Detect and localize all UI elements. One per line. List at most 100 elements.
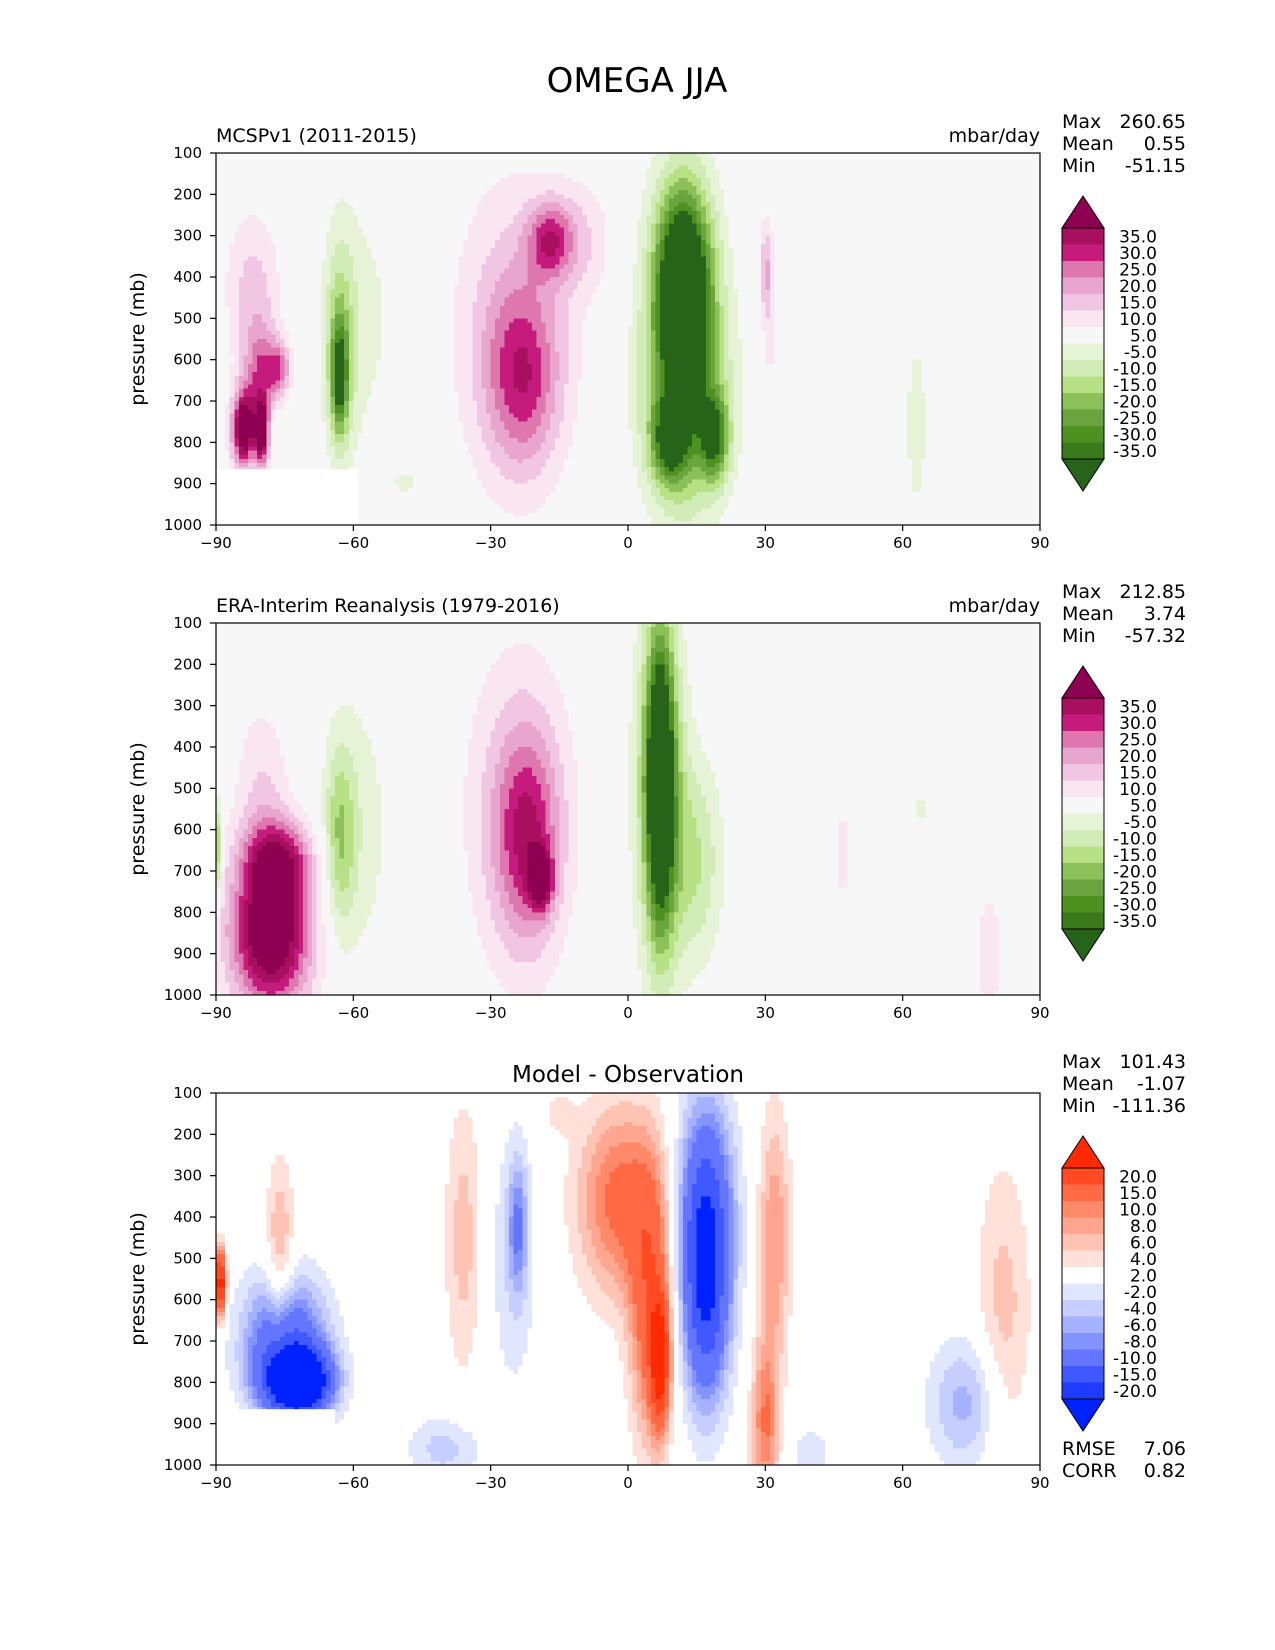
contour-cell: [376, 372, 455, 377]
contour-cell: [302, 804, 322, 810]
contour-cell: [335, 713, 359, 719]
contour-cell: [348, 330, 354, 336]
contour-cell: [518, 210, 533, 216]
contour-cell: [284, 367, 290, 373]
contour-cell: [362, 846, 382, 851]
contour-cell: [660, 359, 666, 365]
contour-cell: [655, 252, 661, 257]
contour-cell: [577, 771, 629, 777]
contour-cell: [270, 413, 277, 419]
contour-cell: [541, 359, 551, 365]
contour-cell: [664, 467, 670, 472]
contour-cell: [660, 248, 666, 253]
contour-cell: [348, 788, 359, 794]
contour-cell: [628, 367, 638, 373]
contour-cell: [655, 190, 661, 195]
contour-cell: [705, 165, 716, 171]
contour-cell: [673, 689, 679, 694]
contour-cell: [637, 697, 643, 703]
contour-cell: [714, 206, 725, 212]
contour-cell: [504, 227, 524, 233]
contour-cell: [650, 643, 657, 649]
contour-cell: [568, 817, 579, 822]
contour-cell: [655, 483, 666, 489]
contour-cell: [559, 916, 570, 922]
contour-cell: [641, 862, 647, 868]
contour-cell: [335, 434, 345, 439]
contour-cell: [536, 252, 547, 257]
contour-cell: [705, 804, 721, 810]
contour-cell: [554, 310, 570, 315]
contour-cell: [705, 339, 711, 344]
contour-cell: [563, 235, 574, 241]
contour-cell: [216, 442, 226, 448]
contour-cell: [637, 726, 643, 732]
contour-cell: [481, 272, 501, 278]
contour-cell: [536, 339, 547, 344]
contour-cell: [481, 796, 492, 802]
contour-cell: [234, 871, 240, 876]
contour-cell: [554, 219, 570, 224]
contour-cell: [646, 891, 652, 897]
contour-cell: [321, 359, 327, 365]
contour-cell: [678, 713, 684, 719]
contour-cell: [646, 718, 652, 723]
contour-cell: [692, 809, 707, 814]
contour-cell: [710, 181, 721, 187]
contour-cell: [472, 454, 492, 460]
contour-cell: [225, 871, 235, 876]
contour-cell: [687, 904, 711, 909]
contour-cell: [229, 367, 240, 373]
contour-cell: [673, 742, 679, 748]
contour-cell: [701, 219, 707, 224]
contour-cell: [774, 347, 1041, 352]
contour-cell: [238, 396, 245, 402]
contour-cell: [243, 272, 267, 278]
contour-cell: [481, 784, 496, 789]
contour-cell: [678, 866, 684, 872]
contour-cell: [692, 434, 698, 439]
contour-cell: [687, 908, 707, 913]
contour-cell: [335, 376, 345, 381]
contour-cell: [733, 417, 744, 423]
contour-cell: [380, 355, 455, 361]
contour-cell: [637, 483, 652, 489]
contour-cell: [641, 198, 652, 204]
contour-cell: [646, 376, 652, 381]
contour-cell: [293, 359, 322, 365]
contour-cell: [220, 862, 226, 868]
contour-cell: [490, 825, 501, 831]
contour-cell: [216, 239, 235, 245]
contour-cell: [838, 825, 849, 831]
contour-cell: [454, 314, 473, 319]
contour-cell: [330, 837, 341, 843]
contour-cell: [504, 392, 542, 398]
contour-cell: [357, 788, 382, 794]
contour-cell: [632, 454, 643, 460]
contour-cell: [284, 384, 290, 390]
contour-cell: [238, 837, 249, 843]
contour-cell: [550, 833, 556, 839]
contour-cell: [298, 879, 304, 884]
contour-cell: [637, 322, 647, 328]
contour-cell: [495, 775, 505, 781]
contour-cell: [371, 392, 460, 398]
contour-cell: [321, 920, 336, 926]
contour-cell: [353, 767, 377, 773]
contour-cell: [660, 305, 707, 311]
contour-cell: [719, 475, 725, 481]
contour-cell: [632, 322, 638, 328]
contour-cell: [325, 392, 332, 398]
contour-cell: [710, 334, 716, 340]
contour-cell: [568, 322, 583, 328]
contour-cell: [673, 887, 684, 893]
contour-cell: [646, 866, 652, 872]
contour-cell: [678, 705, 684, 711]
colorbar-label: -10.0: [1113, 359, 1157, 379]
contour-cell: [577, 829, 629, 835]
contour-cell: [330, 281, 336, 286]
contour-cell: [307, 879, 313, 884]
contour-cell: [371, 747, 469, 752]
contour-cell: [673, 639, 679, 645]
contour-cell: [335, 821, 345, 827]
